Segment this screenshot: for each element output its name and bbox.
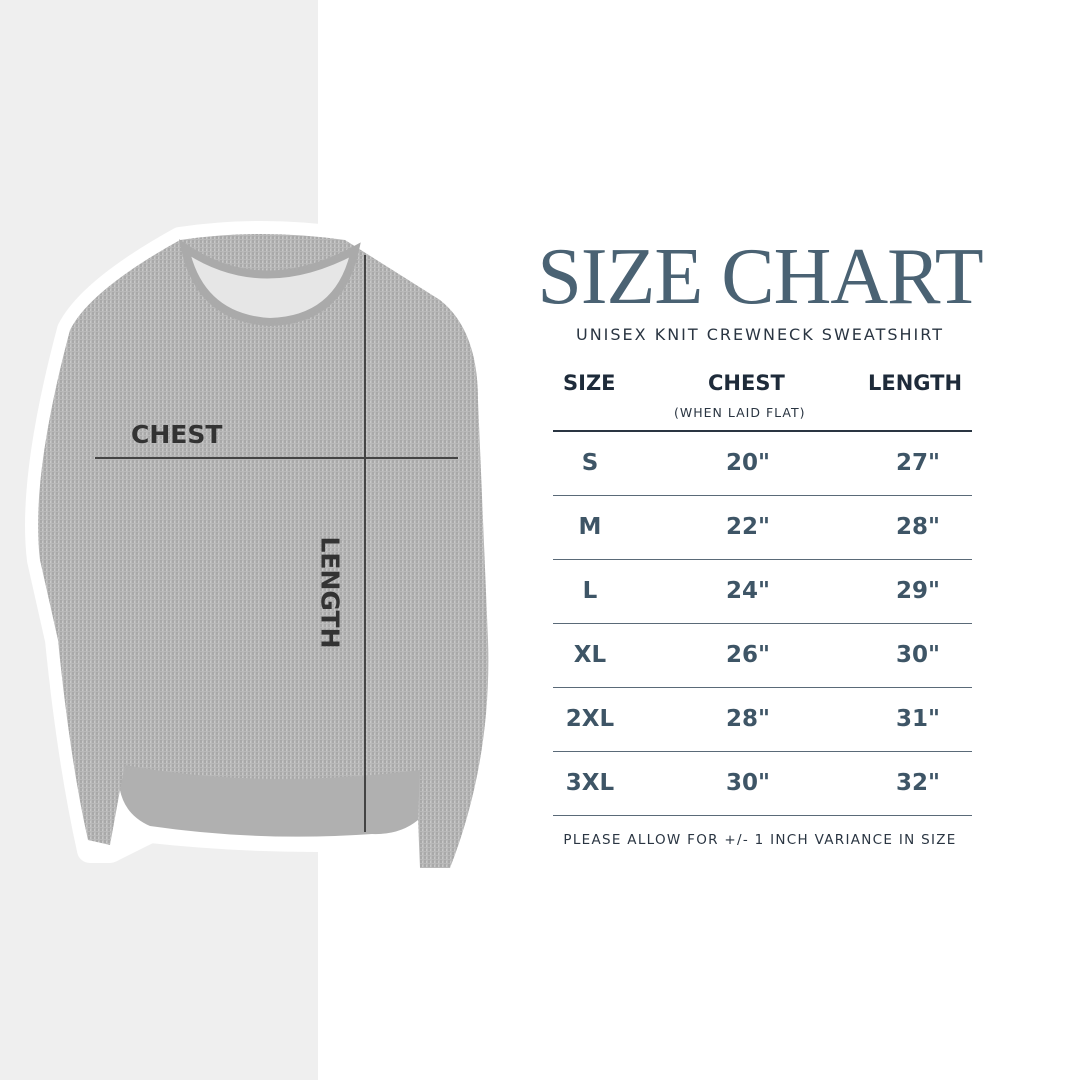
- size-table: SIZE CHEST (WHEN LAID FLAT) LENGTH S 20" 2…: [553, 365, 972, 816]
- length-cell: 31": [896, 706, 940, 732]
- chest-cell: 22": [726, 514, 770, 540]
- length-label: LENGTH: [315, 536, 345, 649]
- sweatshirt-image: [25, 221, 502, 891]
- chest-cell: 28": [726, 706, 770, 732]
- size-cell: M: [578, 514, 602, 540]
- table-header: SIZE CHEST (WHEN LAID FLAT) LENGTH: [553, 365, 972, 432]
- length-cell: 29": [896, 578, 940, 604]
- table-row: M 22" 28": [553, 496, 972, 560]
- table-row: 3XL 30" 32": [553, 752, 972, 816]
- size-cell: XL: [573, 642, 607, 668]
- chest-cell: 30": [726, 770, 770, 796]
- size-cell: S: [581, 450, 599, 476]
- header-length: LENGTH: [868, 371, 963, 395]
- size-cell: L: [582, 578, 598, 604]
- table-row: L 24" 29": [553, 560, 972, 624]
- table-row: S 20" 27": [553, 432, 972, 496]
- header-chest: CHEST: [708, 371, 785, 395]
- page-title: SIZE CHART: [537, 233, 983, 321]
- variance-note: PLEASE ALLOW FOR +/- 1 INCH VARIANCE IN …: [563, 832, 957, 848]
- table-row: 2XL 28" 31": [553, 688, 972, 752]
- size-cell: 3XL: [565, 770, 615, 796]
- table-row: XL 26" 30": [553, 624, 972, 688]
- chest-cell: 26": [726, 642, 770, 668]
- length-cell: 28": [896, 514, 940, 540]
- header-chest-note: (WHEN LAID FLAT): [674, 405, 806, 420]
- chest-cell: 24": [726, 578, 770, 604]
- header-size: SIZE: [563, 371, 616, 395]
- length-cell: 27": [896, 450, 940, 476]
- chest-cell: 20": [726, 450, 770, 476]
- length-cell: 32": [896, 770, 940, 796]
- length-cell: 30": [896, 642, 940, 668]
- subtitle: UNISEX KNIT CREWNECK SWEATSHIRT: [576, 325, 944, 344]
- chest-label: CHEST: [131, 420, 223, 449]
- size-cell: 2XL: [565, 706, 615, 732]
